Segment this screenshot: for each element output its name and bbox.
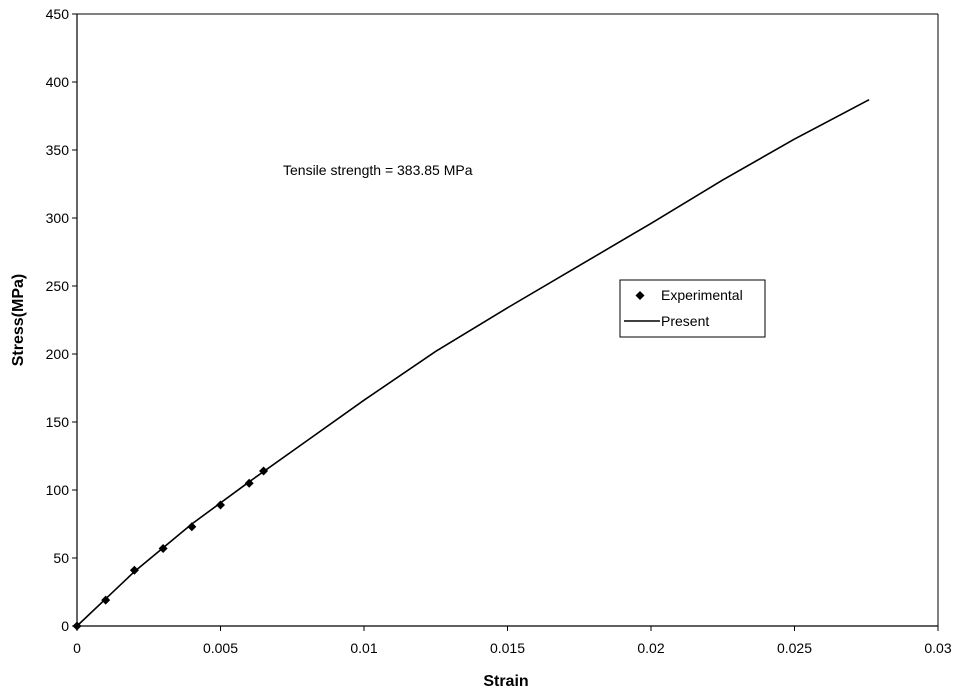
legend-label-present: Present (661, 313, 709, 329)
experimental-point (101, 595, 111, 605)
series-layer (72, 98, 870, 631)
x-tick-label: 0.01 (350, 640, 377, 656)
x-axis-title: Strain (483, 673, 528, 690)
x-tick-label: 0.03 (924, 640, 951, 656)
x-tick-label: 0.02 (637, 640, 664, 656)
y-tick-label: 450 (46, 6, 70, 22)
x-axis: 0 0.005 0.01 0.015 0.02 0.025 0.03 (73, 626, 952, 656)
experimental-point (72, 621, 82, 631)
experimental-point (158, 543, 168, 553)
y-tick-label: 150 (46, 414, 70, 430)
x-tick-label: 0 (73, 640, 81, 656)
tensile-strength-annotation: Tensile strength = 383.85 MPa (283, 162, 473, 178)
legend: Experimental Present (619, 279, 766, 338)
y-tick-label: 300 (46, 210, 70, 226)
y-tick-label: 200 (46, 346, 70, 362)
y-tick-label: 100 (46, 482, 70, 498)
series-line-present (76, 98, 870, 627)
y-tick-label: 0 (61, 618, 69, 634)
experimental-point (259, 466, 269, 476)
x-tick-label: 0.005 (203, 640, 238, 656)
y-tick-label: 350 (46, 142, 70, 158)
y-tick-label: 250 (46, 278, 70, 294)
y-tick-label: 50 (53, 550, 69, 566)
experimental-point (187, 522, 197, 532)
plot-area (76, 13, 939, 627)
experimental-point (129, 565, 139, 575)
y-axis: 0 50 100 150 200 250 300 350 400 450 (46, 6, 77, 634)
legend-box (619, 279, 766, 338)
y-axis-title: Stress(MPa) (10, 274, 27, 366)
experimental-point (244, 478, 254, 488)
experimental-point (216, 500, 225, 510)
x-tick-label: 0.025 (777, 640, 812, 656)
legend-label-experimental: Experimental (661, 287, 743, 303)
x-tick-label: 0.015 (490, 640, 525, 656)
legend-diamond-marker (635, 291, 645, 300)
y-tick-label: 400 (46, 74, 70, 90)
